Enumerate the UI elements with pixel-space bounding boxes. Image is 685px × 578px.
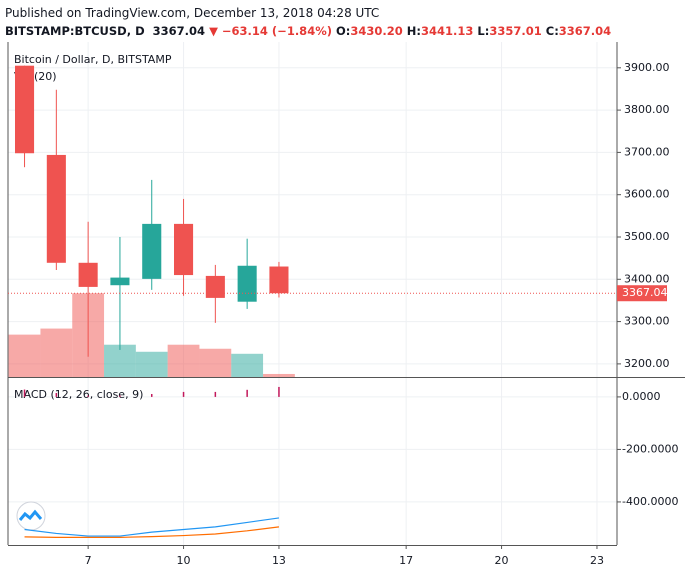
- y-tick-label: -400.0000: [622, 495, 678, 508]
- macd-histogram-bar: [23, 389, 26, 397]
- ohlc-label: C:: [545, 24, 559, 38]
- volume-bar: [104, 344, 136, 377]
- macd-macd-line: [24, 517, 280, 537]
- y-tick-label: 0.0000: [622, 390, 661, 403]
- last-price-box: [617, 285, 667, 302]
- y-tick-label: 3700.00: [624, 145, 670, 158]
- candle-body: [269, 266, 289, 294]
- candle-body: [142, 223, 162, 279]
- candle-body: [46, 154, 66, 263]
- last-price: 3367.04: [152, 24, 206, 38]
- volume-bar: [263, 373, 295, 377]
- y-tick-label: 3900.00: [624, 61, 670, 74]
- macd-histogram-bar: [55, 392, 58, 397]
- header: Published on TradingView.com, December 1…: [5, 4, 611, 40]
- volume-bar: [199, 348, 232, 377]
- chart-title: Bitcoin / Dollar, D, BITSTAMP: [14, 53, 172, 66]
- volume-bar: [231, 353, 264, 377]
- published: Published on TradingView.com, December 1…: [5, 6, 380, 20]
- macd-signal-line: [24, 526, 280, 538]
- candle-body: [14, 65, 35, 154]
- change: ▼ −63.14 (−1.84%): [209, 24, 332, 38]
- volume-bar: [135, 351, 168, 377]
- x-tick-label: 17: [399, 554, 413, 567]
- y-tick-label: 3600.00: [624, 188, 670, 201]
- ohlc-label: H:: [406, 24, 421, 38]
- ohlc-value: 3441.13: [421, 24, 474, 38]
- x-tick-label: 7: [85, 554, 92, 567]
- ohlc-label: O:: [335, 24, 351, 38]
- macd-histogram-bar: [214, 391, 217, 397]
- last-price-label: 3367.04: [622, 286, 668, 299]
- y-tick-label: 3200.00: [624, 357, 670, 370]
- x-tick-label: 20: [495, 554, 509, 567]
- ohlc-value: 3357.01: [489, 24, 542, 38]
- ohlc-value: 3430.20: [350, 24, 403, 38]
- candle-body: [174, 223, 194, 276]
- symbol: BITSTAMP:BTCUSD, D: [5, 24, 145, 38]
- macd-histogram-bar: [119, 395, 121, 397]
- volume-bar: [8, 334, 41, 377]
- y-tick-label: 3300.00: [624, 315, 670, 328]
- y-tick-label: 3500.00: [624, 230, 670, 243]
- candle-body: [110, 277, 130, 286]
- ohlc-label: L:: [477, 24, 490, 38]
- logo: [16, 501, 46, 531]
- x-tick-label: 23: [590, 554, 604, 567]
- macd-histogram-bar: [278, 386, 280, 397]
- ohlc-value: 3367.04: [558, 24, 612, 38]
- macd-histogram-bar: [246, 389, 248, 397]
- x-tick-label: 10: [177, 554, 191, 567]
- symbol-line: BITSTAMP:BTCUSD, D 3367.04 ▼ −63.14 (−1.…: [5, 22, 611, 40]
- macd-label: MACD (12, 26, close, 9): [14, 388, 143, 401]
- y-tick-label: -200.0000: [622, 442, 678, 455]
- volume-bar: [167, 344, 200, 377]
- y-tick-label: 3800.00: [624, 103, 670, 116]
- macd-histogram-bar: [182, 391, 185, 397]
- volume-bar: [40, 328, 73, 377]
- ohlc: O:3430.20 H:3441.13 L:3357.01 C:3367.04: [336, 24, 611, 38]
- macd-histogram-bar: [87, 395, 89, 397]
- x-tick-label: 13: [272, 554, 286, 567]
- y-tick-label: 3400.00: [624, 272, 670, 285]
- macd-histogram-bar: [150, 394, 153, 397]
- candle-body: [237, 265, 257, 302]
- candle-body: [205, 275, 225, 298]
- candle-body: [78, 262, 98, 287]
